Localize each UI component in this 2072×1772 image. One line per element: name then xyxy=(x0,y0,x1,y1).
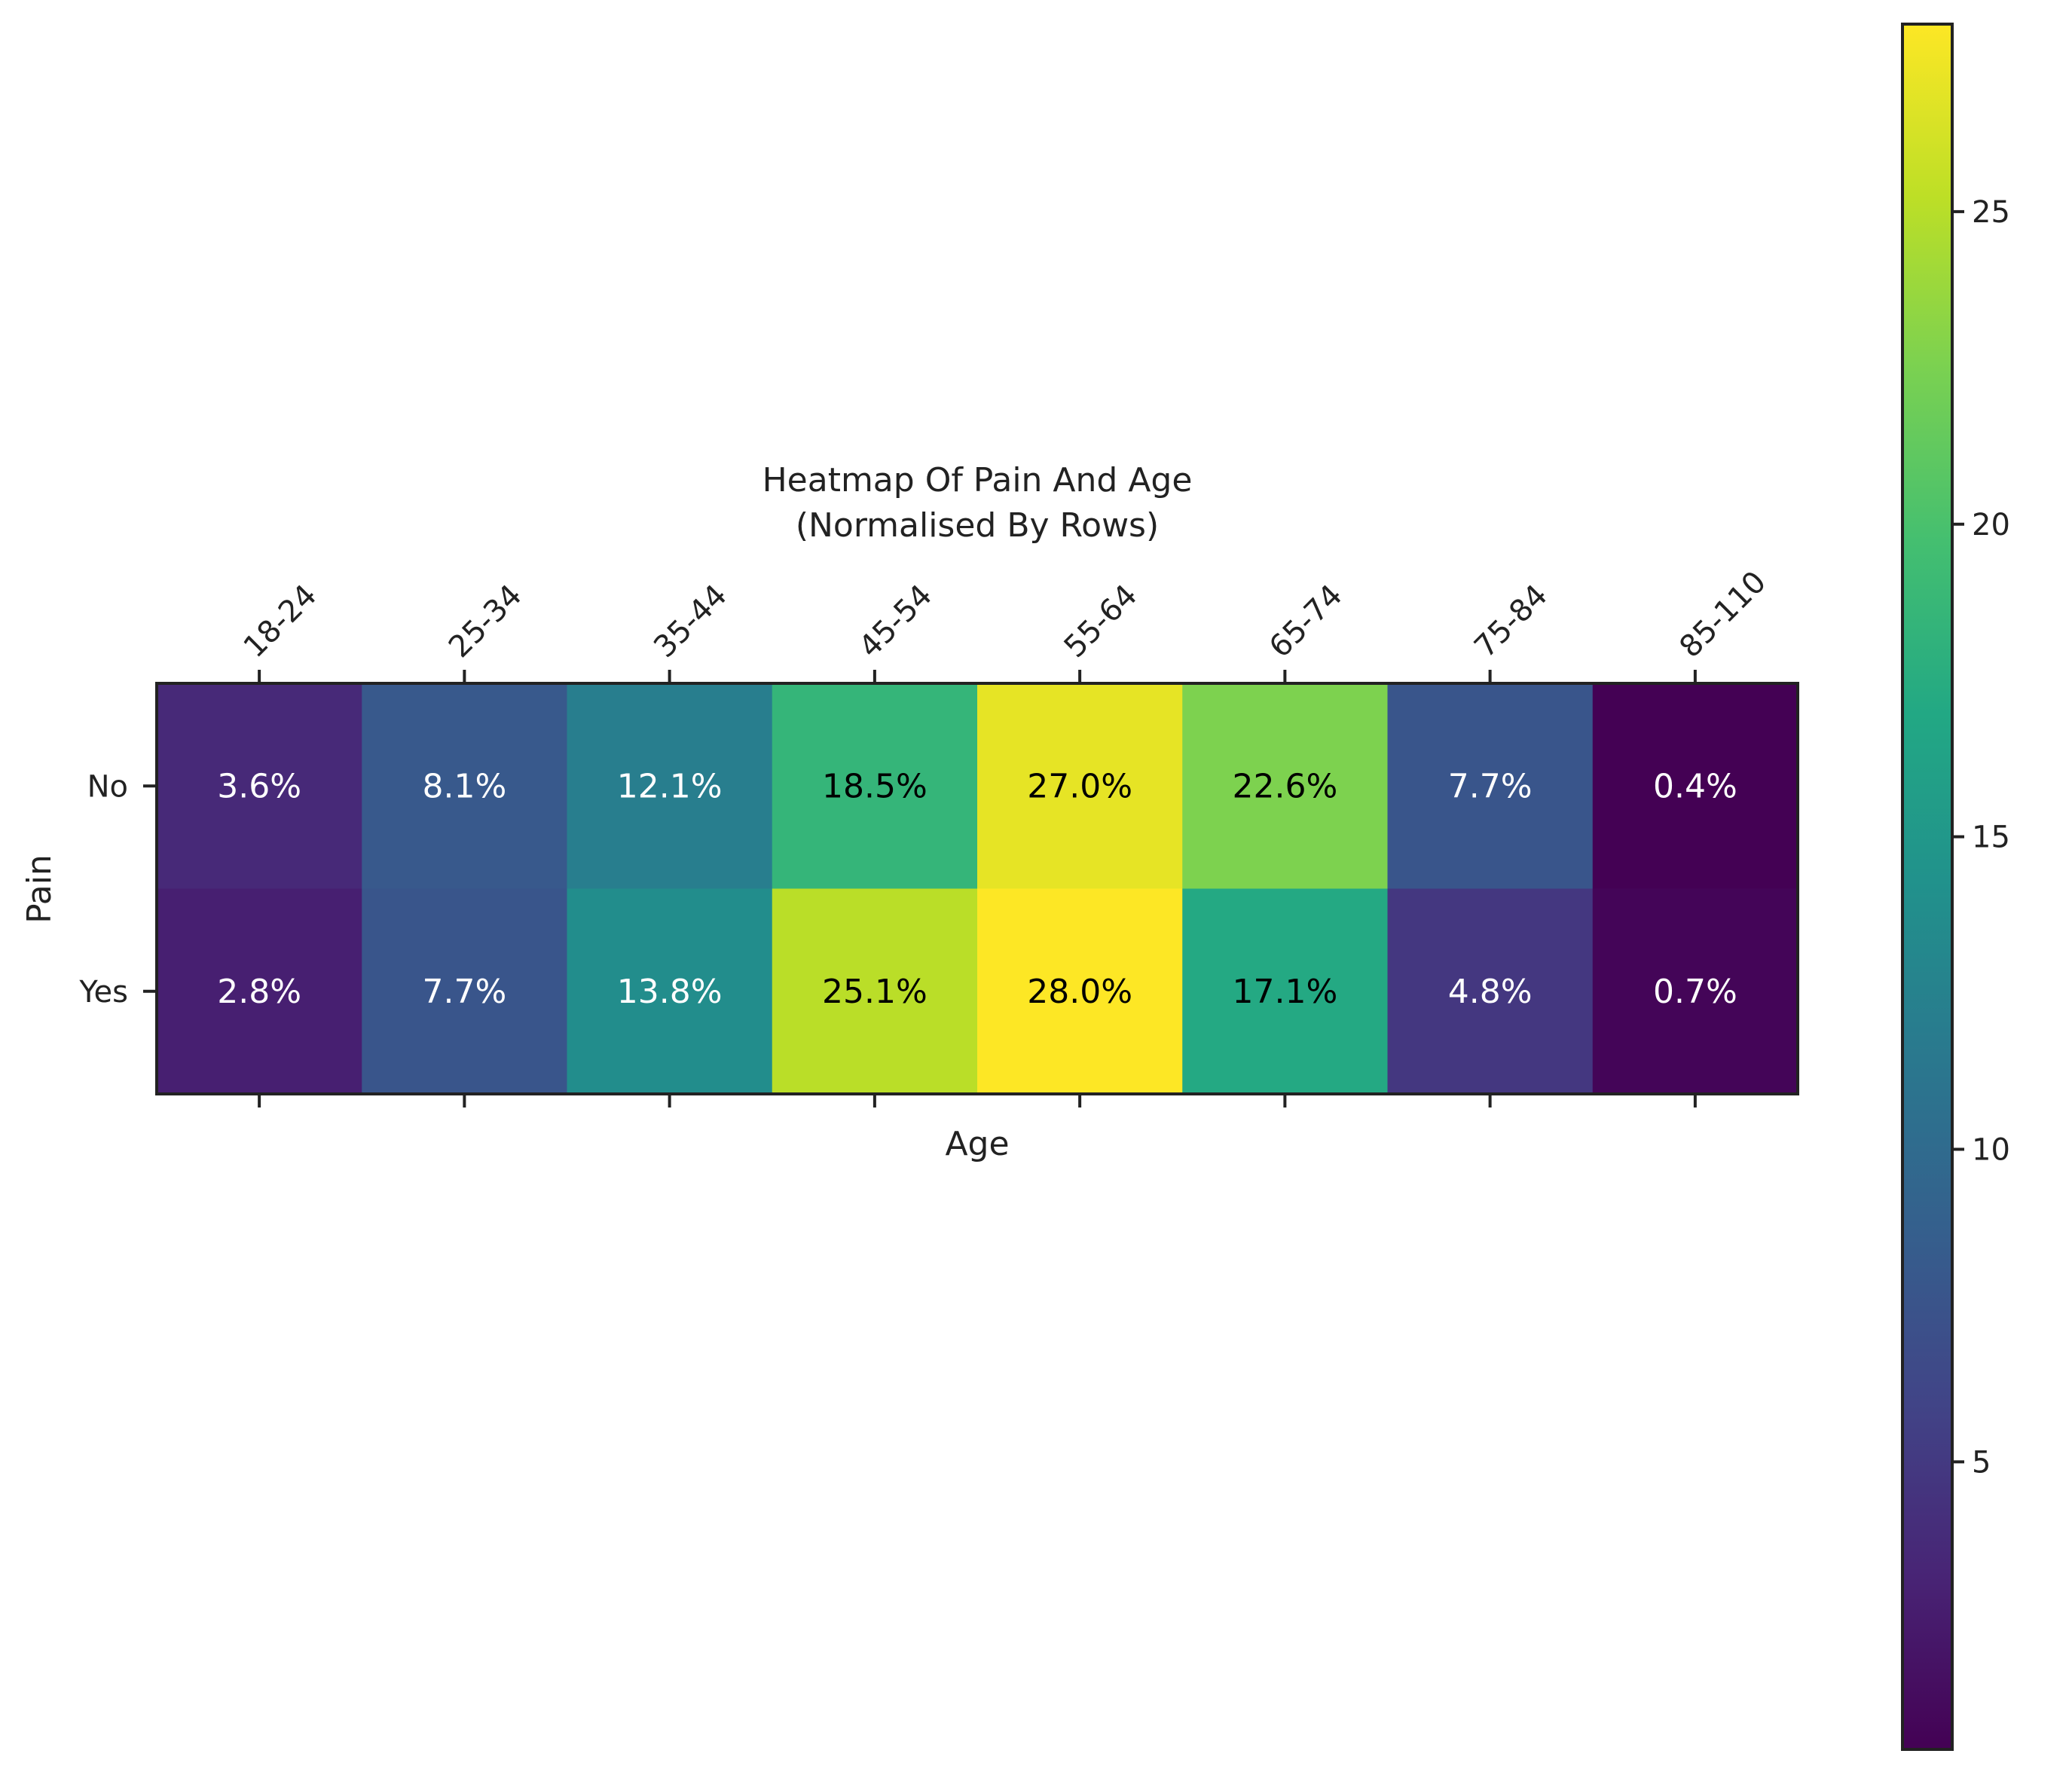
cell-value-label: 12.1% xyxy=(617,767,723,805)
heatmap-cell xyxy=(157,683,362,889)
heatmap-cell xyxy=(977,888,1183,1095)
cell-value-label: 18.5% xyxy=(822,767,928,805)
heatmap-cell xyxy=(772,888,978,1095)
cell-value-label: 0.4% xyxy=(1653,767,1737,805)
colorbar-tick-label: 5 xyxy=(1972,1445,1991,1480)
colorbar-tick-label: 10 xyxy=(1972,1132,2010,1167)
cell-value-label: 13.8% xyxy=(617,973,723,1011)
y-tick-label: No xyxy=(87,769,128,804)
colorbar-tick-label: 25 xyxy=(1972,195,2010,230)
cell-value-label: 7.7% xyxy=(422,973,506,1011)
heatmap-cell xyxy=(1387,683,1594,889)
heatmap-cell xyxy=(1182,888,1388,1095)
y-axis-label: Pain xyxy=(20,854,59,924)
colorbar-tick-label: 15 xyxy=(1972,820,2010,855)
heatmap-cell xyxy=(567,683,773,889)
cell-value-label: 3.6% xyxy=(217,767,301,805)
cell-value-label: 7.7% xyxy=(1448,767,1533,805)
colorbar xyxy=(1901,23,1954,1751)
heatmap-cell-labels: 3.6% 8.1% 12.1% 18.5% 27.0% 22.6% 7.7% 0.4% 2.8%… xyxy=(217,767,1737,1011)
heatmap-cell xyxy=(1592,683,1798,889)
cell-value-label: 22.6% xyxy=(1232,767,1337,805)
heatmap-cell xyxy=(1387,888,1594,1095)
colorbar-tick-label: 20 xyxy=(1972,508,2010,542)
y-axis-ticks: No Yes xyxy=(78,769,157,1010)
heatmap-cells xyxy=(157,683,1798,1095)
heatmap-cell xyxy=(772,683,978,889)
cell-value-label: 27.0% xyxy=(1027,767,1132,805)
heatmap-cell xyxy=(1592,888,1798,1095)
cell-value-label: 4.8% xyxy=(1448,973,1533,1011)
cell-value-label: 28.0% xyxy=(1027,973,1132,1011)
heatmap-cell xyxy=(157,888,362,1095)
y-tick-label: Yes xyxy=(78,975,128,1010)
heatmap-cell xyxy=(362,888,567,1095)
chart-title: Heatmap Of Pain And Age xyxy=(762,461,1193,500)
heatmap-cell xyxy=(1182,683,1388,889)
cell-value-label: 8.1% xyxy=(422,767,506,805)
cell-value-label: 25.1% xyxy=(822,973,928,1011)
cell-value-label: 0.7% xyxy=(1653,973,1737,1011)
cell-value-label: 17.1% xyxy=(1232,973,1337,1011)
heatmap-cell xyxy=(977,683,1183,889)
cell-value-label: 2.8% xyxy=(217,973,301,1011)
x-axis-label: Age xyxy=(945,1125,1009,1163)
chart-subtitle: (Normalised By Rows) xyxy=(796,506,1159,545)
colorbar-ticks: 5 10 15 20 25 xyxy=(1952,195,2010,1480)
heatmap-cell xyxy=(567,888,773,1095)
plot-frame xyxy=(155,682,1799,1095)
heatmap-cell xyxy=(362,683,567,889)
